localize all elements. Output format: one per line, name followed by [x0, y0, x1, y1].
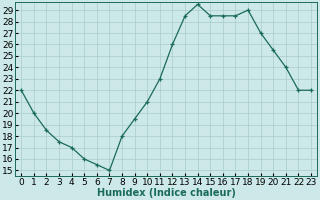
X-axis label: Humidex (Indice chaleur): Humidex (Indice chaleur) [97, 188, 236, 198]
